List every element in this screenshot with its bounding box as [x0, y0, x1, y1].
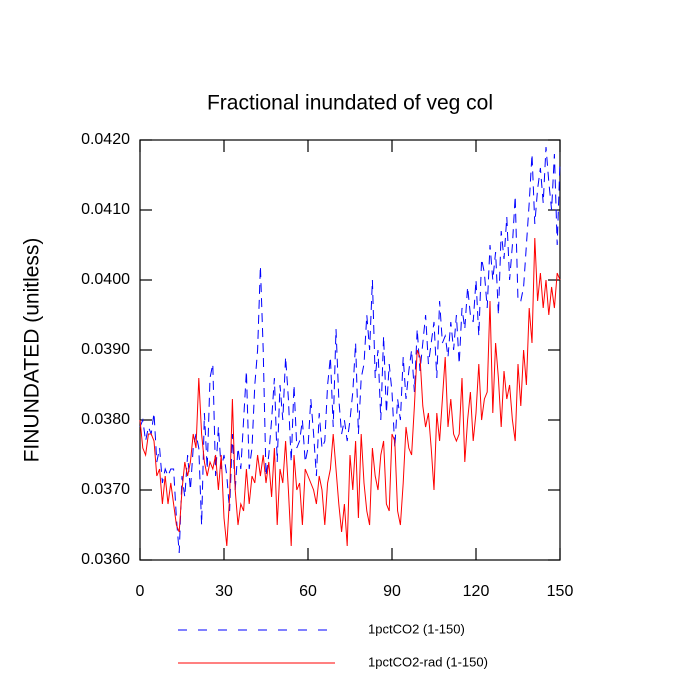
y-tick-label: 0.0370 [81, 481, 130, 498]
data-line [139, 146, 561, 554]
x-tick-label: 30 [215, 583, 233, 600]
x-tick-label: 150 [547, 583, 574, 600]
data-line [139, 237, 561, 547]
y-tick-label: 0.0420 [81, 131, 130, 148]
x-tick-label: 0 [136, 583, 145, 600]
chart-title: Fractional inundated of veg col [207, 92, 493, 115]
y-tick-label: 0.0360 [81, 551, 130, 568]
legend-label: 1pctCO2-rad (1-150) [368, 654, 488, 669]
y-tick-label: 0.0380 [81, 411, 130, 428]
x-tick-label: 120 [463, 583, 490, 600]
y-axis-label: FINUNDATED (unitless) [21, 238, 44, 463]
y-tick-label: 0.0390 [81, 341, 130, 358]
x-tick-label: 60 [299, 583, 317, 600]
y-tick-label: 0.0400 [81, 271, 130, 288]
legend-label: 1pctCO2 (1-150) [368, 621, 465, 636]
x-tick-label: 90 [383, 583, 401, 600]
y-tick-label: 0.0410 [81, 201, 130, 218]
